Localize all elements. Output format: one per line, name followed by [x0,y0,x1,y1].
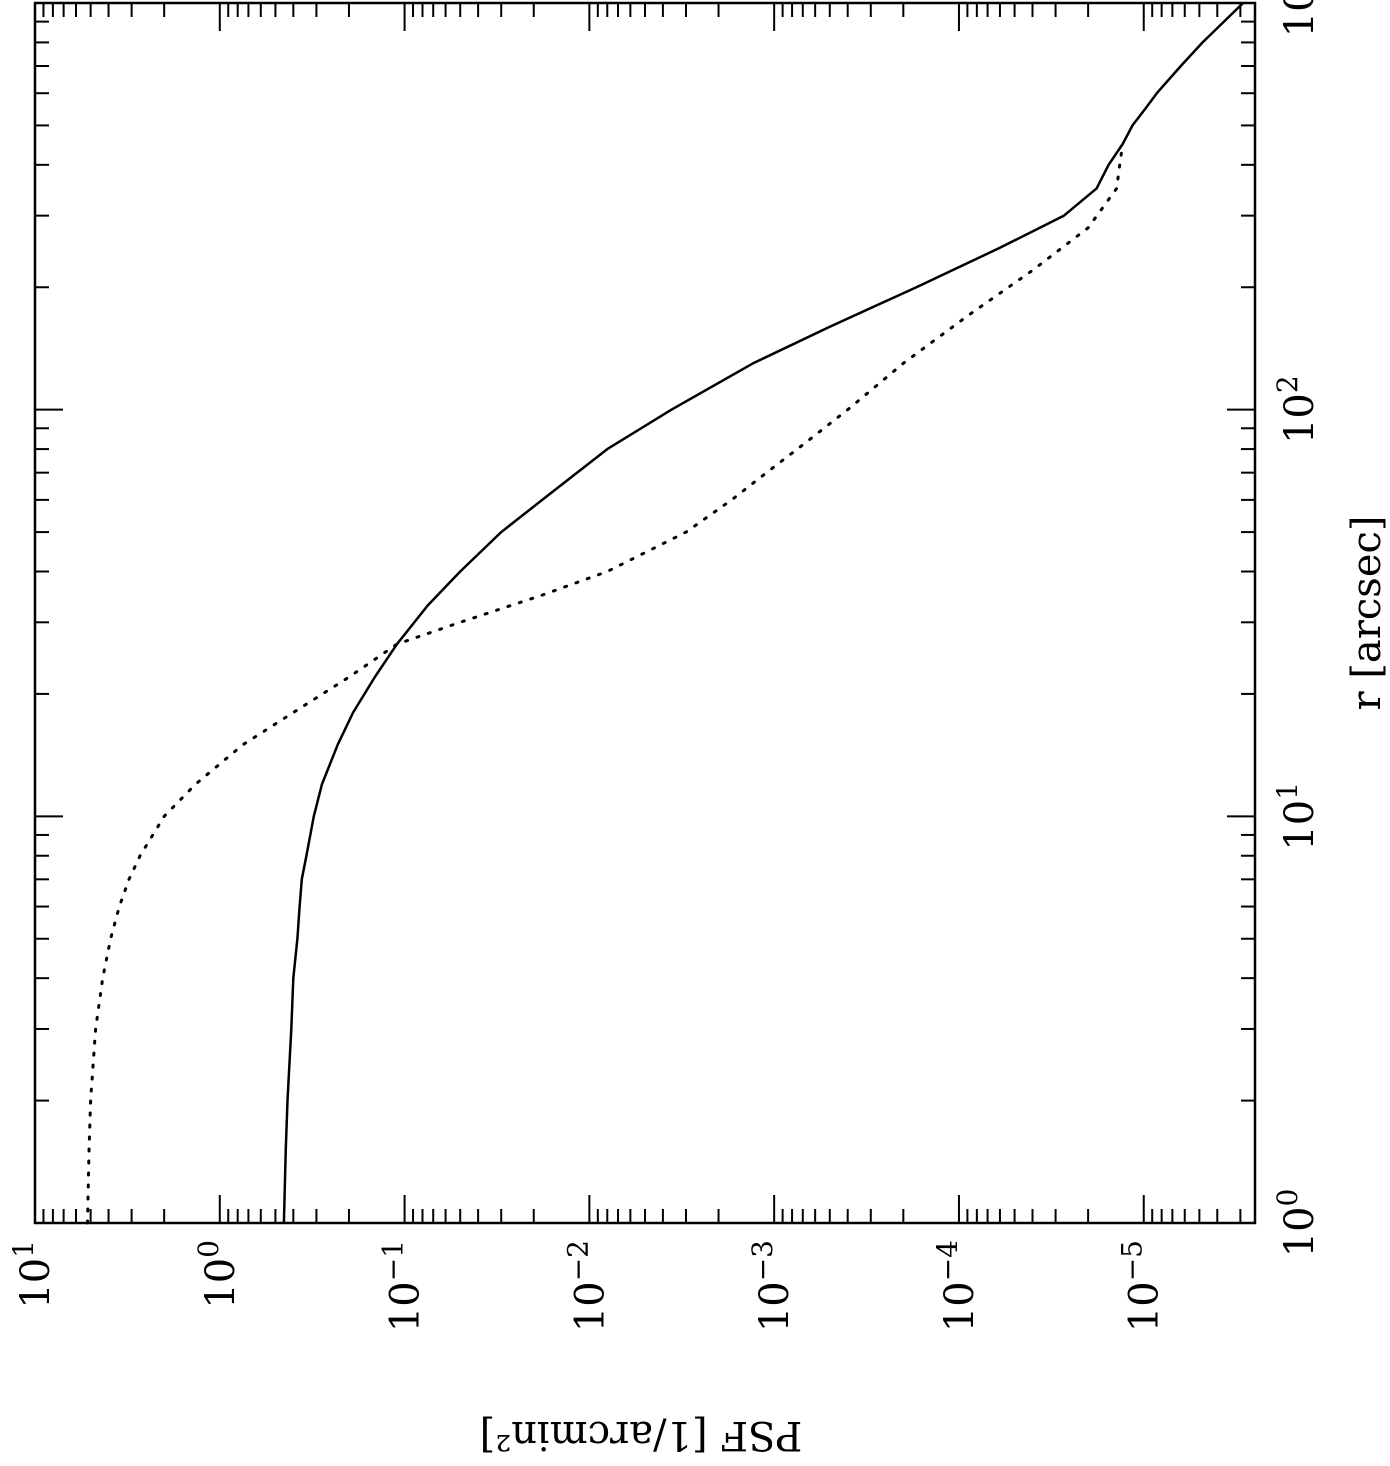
y-tick-label: 10−4 [931,1240,983,1332]
axis-ticks [34,2,1255,1224]
y-axis-title: PSF [1/arcmin²] [480,1412,803,1458]
x-axis-title: r [arcsec] [1344,515,1390,710]
x-tick-label: 100 [1271,1189,1323,1258]
plot-frame [33,1,1257,1225]
x-tick-label: 103 [1271,0,1323,37]
y-tick-label: 100 [192,1240,244,1309]
tick-labels: 100 101 102 103 101 100 10−1 10−2 10−3 10−4 10−5 [7,0,1323,1332]
y-tick-label: 10−5 [1116,1240,1168,1332]
dotted-psf-curve [86,142,1125,1225]
y-tick-label: 10−3 [746,1240,798,1332]
x-tick-label: 101 [1271,782,1323,851]
solid-psf-curve [282,2,1244,1224]
y-tick-label: 10−2 [561,1240,613,1332]
y-tick-label: 10−1 [377,1240,429,1332]
y-tick-label: 101 [7,1240,59,1309]
series-layer [86,2,1244,1225]
x-tick-label: 102 [1271,375,1323,444]
